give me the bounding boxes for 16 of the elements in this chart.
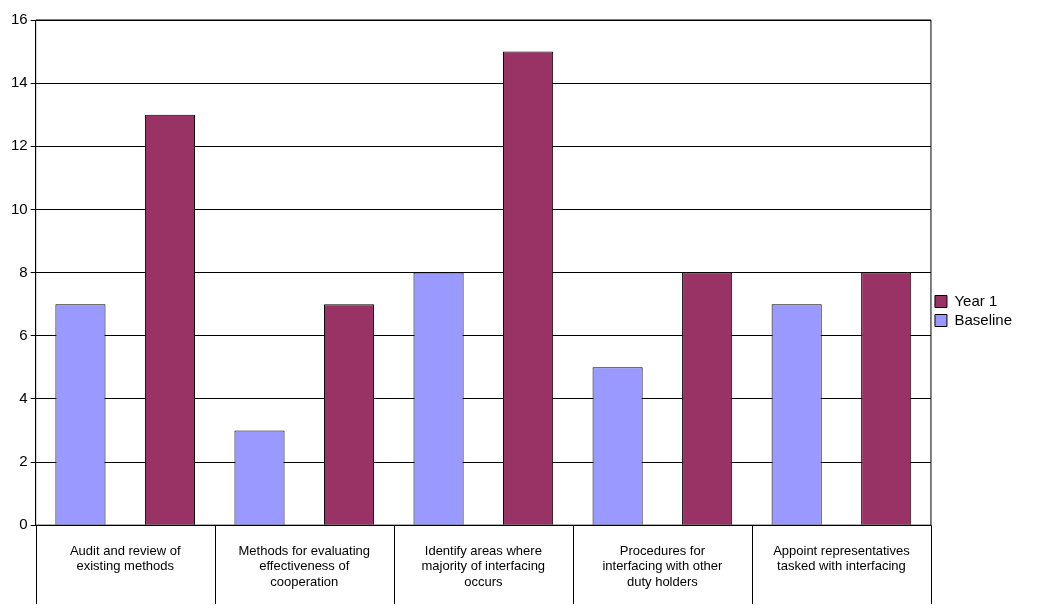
y-tick-label: 4 (19, 389, 28, 407)
x-tick-label: Audit and review of existing methods (69, 542, 181, 574)
x-tick-label: Identify areas where majority of interfacing occurs (421, 542, 546, 589)
x-tick-label: Methods for evaluating effectiveness of cooperation (238, 542, 371, 589)
y-tick-label: 12 (11, 136, 28, 154)
y-tick-label: 10 (11, 199, 28, 217)
legend-label: Baseline (954, 310, 1013, 328)
y-tick-label: 6 (19, 325, 28, 343)
y-tick-label: 2 (19, 452, 28, 470)
legend-label: Year 1 (954, 291, 998, 309)
y-tick-label: 0 (19, 515, 28, 533)
x-tick-label: Procedures for interfacing with other duty holders (602, 542, 724, 589)
x-tick-label: Appoint representatives tasked with interfacing (773, 542, 911, 574)
y-tick-label: 8 (19, 262, 28, 280)
y-tick-label: 14 (11, 73, 28, 91)
y-tick-label: 16 (11, 10, 28, 28)
